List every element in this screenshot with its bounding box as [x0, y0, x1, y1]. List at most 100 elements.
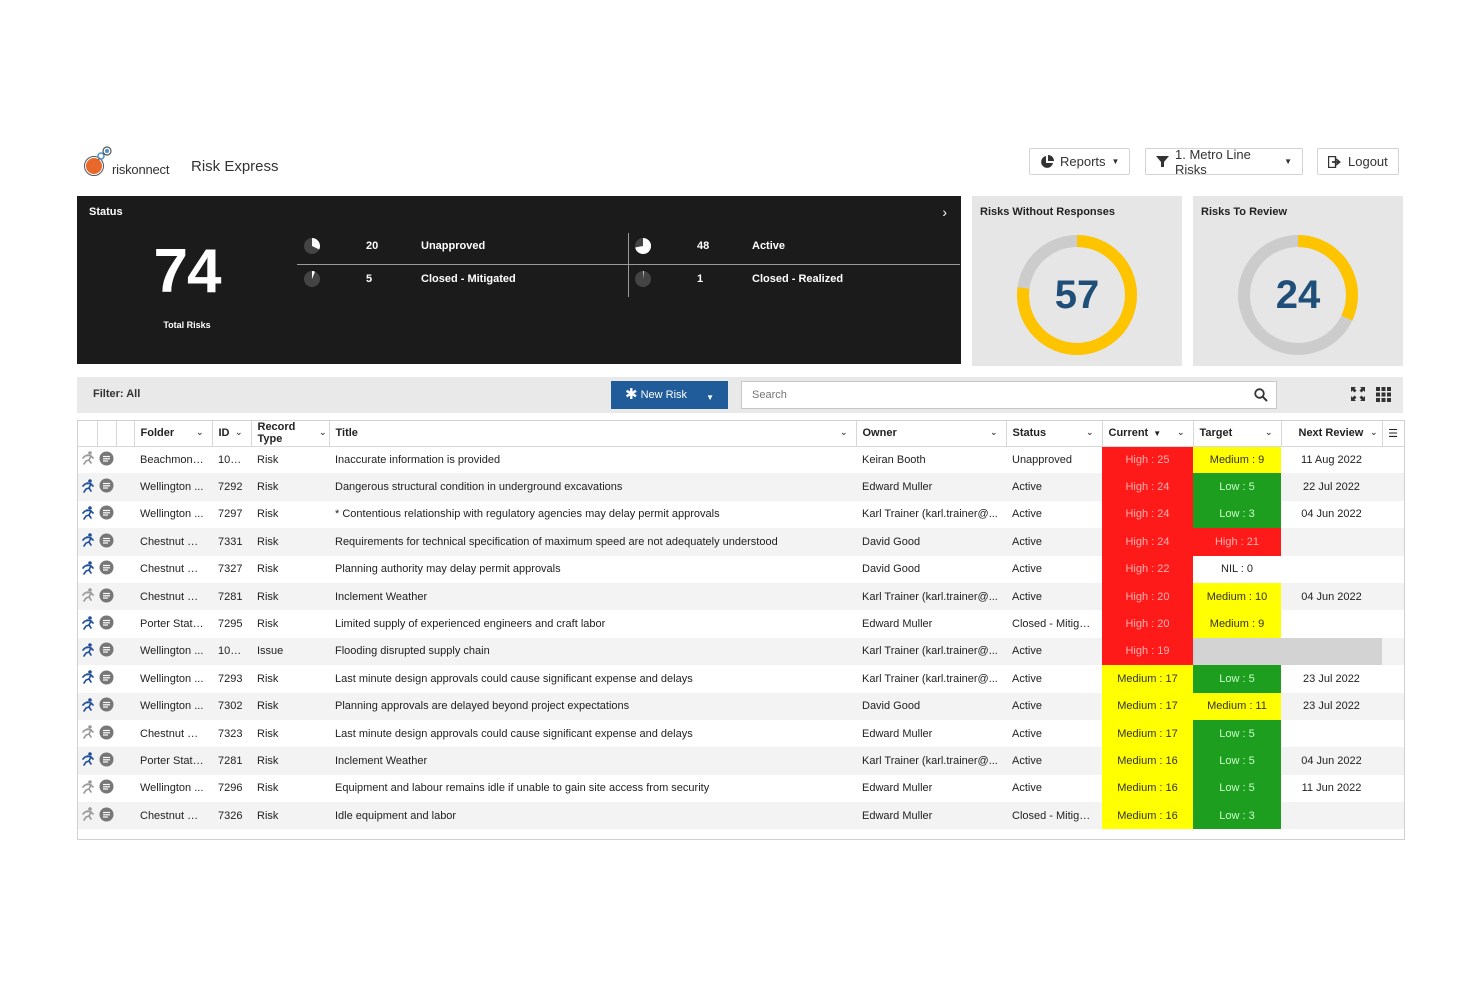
chevron-right-icon[interactable]: › [942, 204, 947, 220]
row-comment-cell[interactable] [97, 775, 116, 802]
cell-id[interactable]: 7281 [212, 582, 251, 611]
cell-id[interactable]: 7296 [218, 782, 243, 795]
table-row[interactable]: Wellington ... 7297 Risk * Contentious rela… [78, 500, 1404, 529]
row-comment-cell[interactable] [97, 473, 116, 501]
header-next-review[interactable]: Next Review ⌄ [1281, 421, 1383, 447]
header-status[interactable]: Status ⌄ [1006, 421, 1103, 447]
cell-id[interactable]: 10826 [218, 453, 249, 466]
risk-filter-select[interactable]: 1. Metro Line Risks ▼ [1145, 147, 1303, 177]
comment-icon[interactable] [99, 670, 114, 685]
comment-icon[interactable] [99, 697, 114, 712]
run-icon[interactable] [81, 588, 95, 602]
status-closed-mitigated[interactable]: 5 Closed - Mitigated [304, 266, 624, 292]
cell-id[interactable]: 7293 [218, 672, 243, 685]
run-icon[interactable] [81, 478, 95, 493]
header-record-type[interactable]: Record Type ⌄ [251, 421, 330, 447]
row-comment-cell[interactable] [97, 528, 116, 556]
chevron-down-icon[interactable]: ⌄ [1264, 427, 1273, 437]
row-action-cell[interactable] [78, 692, 97, 720]
run-icon[interactable] [81, 752, 95, 767]
row-comment-cell[interactable] [97, 446, 116, 473]
row-action-cell[interactable] [78, 637, 97, 666]
chevron-down-icon[interactable]: ⌄ [195, 427, 204, 437]
comment-icon[interactable] [99, 807, 114, 822]
run-icon[interactable] [81, 670, 95, 685]
run-icon[interactable] [81, 560, 95, 575]
cell-title[interactable]: Last minute design approvals could cause… [335, 727, 693, 740]
header-current[interactable]: Current ▼ ⌄ [1102, 421, 1194, 447]
cell-id[interactable]: 7292 [212, 473, 251, 501]
comment-icon[interactable] [99, 505, 114, 520]
row-comment-cell[interactable] [97, 747, 116, 775]
header-folder[interactable]: Folder ⌄ [134, 421, 213, 447]
table-row[interactable]: Beachmont ... 10826 Risk Inaccurate informa… [78, 446, 1404, 474]
cell-id[interactable]: 7281 [212, 747, 251, 775]
risks-without-responses-card[interactable]: Risks Without Responses 57 [972, 196, 1182, 366]
table-row[interactable]: Wellington ... 7292 Risk Dangerous structur… [78, 473, 1404, 501]
chevron-down-icon[interactable]: ⌄ [234, 427, 243, 437]
cell-id[interactable]: 7331 [212, 528, 251, 556]
table-row[interactable]: Wellington ... 10128 Issue Flooding disrupt… [78, 637, 1404, 666]
cell-title[interactable]: Limited supply of experienced engineers … [335, 618, 606, 631]
row-comment-cell[interactable] [97, 582, 116, 611]
cell-title[interactable]: Equipment and labour remains idle if una… [335, 782, 710, 795]
table-row[interactable]: Porter Station 7295 Risk Limited supply of … [78, 610, 1404, 638]
header-target[interactable]: Target ⌄ [1193, 421, 1282, 447]
cell-title[interactable]: Planning approvals are delayed beyond pr… [329, 692, 856, 720]
grid-icon[interactable] [1376, 387, 1391, 402]
cell-id[interactable]: 7326 [212, 802, 251, 830]
run-icon[interactable] [81, 451, 95, 466]
row-comment-cell[interactable] [97, 501, 116, 528]
comment-icon[interactable] [99, 588, 114, 603]
chevron-down-icon[interactable]: ⌄ [1176, 427, 1185, 437]
search-icon[interactable] [1254, 388, 1268, 402]
row-comment-cell[interactable] [97, 610, 116, 637]
comment-icon[interactable] [99, 642, 114, 657]
row-action-cell[interactable] [78, 747, 97, 775]
cell-id[interactable]: 7327 [218, 563, 243, 576]
chevron-down-icon[interactable]: ⌄ [989, 427, 998, 437]
row-action-cell[interactable] [78, 775, 97, 802]
row-action-cell[interactable] [78, 720, 97, 747]
chevron-down-icon[interactable]: ⌄ [839, 427, 848, 437]
comment-icon[interactable] [99, 533, 114, 548]
run-icon[interactable] [81, 780, 95, 794]
filter-label[interactable]: Filter: All [93, 388, 141, 400]
cell-id[interactable]: 7297 [218, 508, 243, 521]
search-input[interactable] [742, 382, 1232, 408]
cell-id[interactable]: 10128 [212, 637, 251, 666]
comment-icon[interactable] [99, 478, 114, 493]
comment-icon[interactable] [99, 752, 114, 767]
cell-title[interactable]: Inclement Weather [329, 747, 856, 775]
run-icon[interactable] [81, 697, 95, 712]
column-menu-icon[interactable]: ☰ [1382, 421, 1404, 447]
table-row[interactable]: Wellington ... 7296 Risk Equipment and labo… [78, 774, 1404, 803]
new-risk-button[interactable]: ✱ New Risk ▼ [611, 381, 728, 409]
chevron-down-icon[interactable]: ⌄ [318, 427, 327, 437]
table-row[interactable]: Wellington ... 7302 Risk Planning approvals… [78, 692, 1404, 720]
row-action-cell[interactable] [78, 610, 97, 637]
row-action-cell[interactable] [78, 528, 97, 556]
row-comment-cell[interactable] [97, 692, 116, 720]
cell-title[interactable]: * Contentious relationship with regulato… [335, 508, 720, 521]
expand-icon[interactable] [1351, 387, 1365, 401]
row-comment-cell[interactable] [97, 802, 116, 830]
header-owner[interactable]: Owner ⌄ [856, 421, 1007, 447]
row-action-cell[interactable] [78, 665, 97, 692]
logout-button[interactable]: Logout [1317, 148, 1399, 175]
status-unapproved[interactable]: 20 Unapproved [304, 233, 624, 259]
cell-title[interactable]: Flooding disrupted supply chain [329, 637, 856, 666]
cell-title[interactable]: Dangerous structural condition in underg… [329, 473, 856, 501]
row-action-cell[interactable] [78, 501, 97, 528]
status-closed-realized[interactable]: 1 Closed - Realized [635, 266, 955, 292]
comment-icon[interactable] [99, 779, 114, 794]
cell-id[interactable]: 7302 [212, 692, 251, 720]
comment-icon[interactable] [99, 615, 114, 630]
cell-title[interactable]: Last minute design approvals could cause… [335, 672, 693, 685]
cell-id[interactable]: 7295 [218, 618, 243, 631]
row-comment-cell[interactable] [97, 665, 116, 692]
comment-icon[interactable] [99, 725, 114, 740]
status-active[interactable]: 48 Active [635, 233, 955, 259]
comment-icon[interactable] [99, 560, 114, 575]
cell-title[interactable]: Idle equipment and labor [329, 802, 856, 830]
